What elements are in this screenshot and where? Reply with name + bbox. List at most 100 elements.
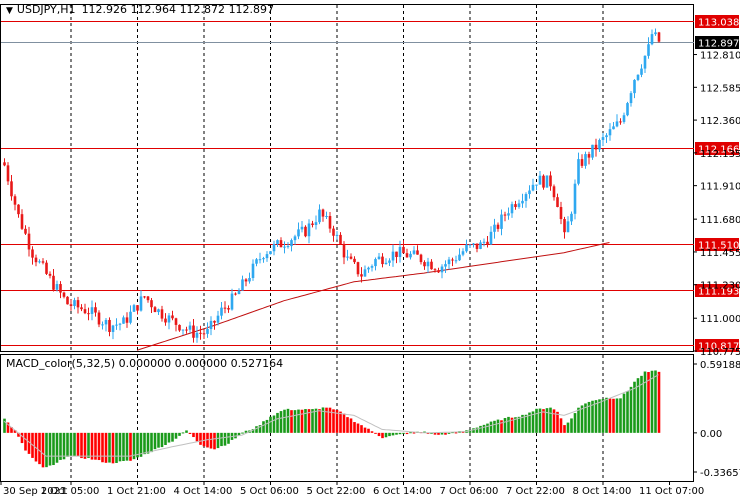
bear-candle [514,204,517,208]
time-tick-label: 5 Oct 06:00 [240,486,299,497]
main-pane [0,4,694,352]
macd-bar [381,432,384,439]
bear-candle [542,175,545,188]
macd-bar [633,381,636,433]
bull-candle [293,236,297,241]
macd-bar [598,399,601,433]
bear-candle [395,251,398,258]
price-tick-label: 110.775 [700,347,740,358]
macd-bar [314,408,318,433]
bull-candle [248,278,251,282]
bull-candle [377,256,381,260]
macd-bar [367,428,370,433]
bull-candle [643,55,647,69]
bear-candle [13,196,17,205]
bear-candle [594,144,598,150]
bear-candle [416,250,419,255]
symbol-label: USDJPY,H1 [16,3,76,16]
macd-tick-label: 0.59188 [700,360,740,371]
macd-bar [167,432,171,443]
level-label: 113.038 [698,18,739,29]
bear-candle [311,223,314,226]
macd-bar [454,432,458,434]
macd-bar [251,429,255,433]
bull-candle [531,184,535,191]
time-tick-label: 5 Oct 22:00 [307,486,366,497]
bear-candle [41,261,45,263]
macd-bar [594,400,598,433]
bull-candle [612,126,615,130]
bull-candle [115,324,118,326]
macd-bar [605,397,608,433]
macd-bar [437,432,440,435]
bull-candle [300,226,304,230]
bull-candle [622,115,626,122]
macd-bar [272,415,276,433]
bull-candle [38,261,41,263]
bear-candle [199,332,202,334]
bull-candle [101,324,104,326]
bull-candle [195,332,199,338]
bear-candle [580,159,584,166]
bull-candle [90,307,94,314]
macd-bar [388,432,391,437]
bull-candle [118,323,122,325]
bear-candle [213,320,216,323]
bull-candle [545,175,549,188]
macd-bar [636,378,640,433]
bull-candle [216,315,220,323]
bear-candle [381,256,384,265]
price-tick-label: 111.680 [700,215,740,226]
time-tick-label: 7 Oct 22:00 [506,486,565,497]
bull-candle [521,200,524,204]
macd-bar [83,432,87,459]
macd-bar [227,432,230,444]
macd-bar [433,432,437,435]
price-tick-label: 111.455 [700,248,740,259]
macd-bar [297,409,300,433]
bull-candle [73,300,76,307]
bull-candle [458,254,461,261]
macd-bar [577,407,580,433]
bull-candle [577,159,580,184]
bear-candle [244,279,248,282]
macd-bar [3,418,6,433]
macd-bar [503,418,507,433]
bull-candle [647,44,650,56]
macd-histogram [3,370,661,468]
macd-bar [444,432,447,435]
macd-bar [55,432,59,463]
bear-candle [349,256,353,259]
symbol-menu-icon[interactable]: ▼ [6,6,13,16]
level-tag [695,284,739,297]
macd-bar [311,409,314,433]
bull-candle [391,251,395,261]
macd-bar [160,432,164,448]
macd-bar [559,418,563,433]
macd-bar [507,416,510,433]
bull-candle [363,269,367,277]
bear-candle [17,204,20,215]
macd-bar [293,410,297,433]
macd-bar [27,432,31,454]
bull-candle [493,224,496,232]
macd-bar [409,432,412,434]
bull-candle [258,259,262,261]
time-tick-label: 4 Oct 14:00 [174,486,233,497]
macd-bar [178,432,181,436]
macd-bar [38,432,41,465]
macd-bar [143,432,146,455]
moving-average-line [136,242,610,351]
macd-bar [601,398,605,433]
macd-bar [136,432,139,458]
time-tick-label: 11 Oct 07:00 [639,486,704,497]
macd-bar [171,432,174,442]
macd-bar [405,432,409,435]
bear-candle [563,219,566,233]
macd-bar [584,403,587,433]
bull-candle [297,229,300,237]
bull-candle [465,244,468,252]
bull-candle [272,244,276,252]
bear-candle [423,262,426,267]
macd-bar [188,432,192,434]
